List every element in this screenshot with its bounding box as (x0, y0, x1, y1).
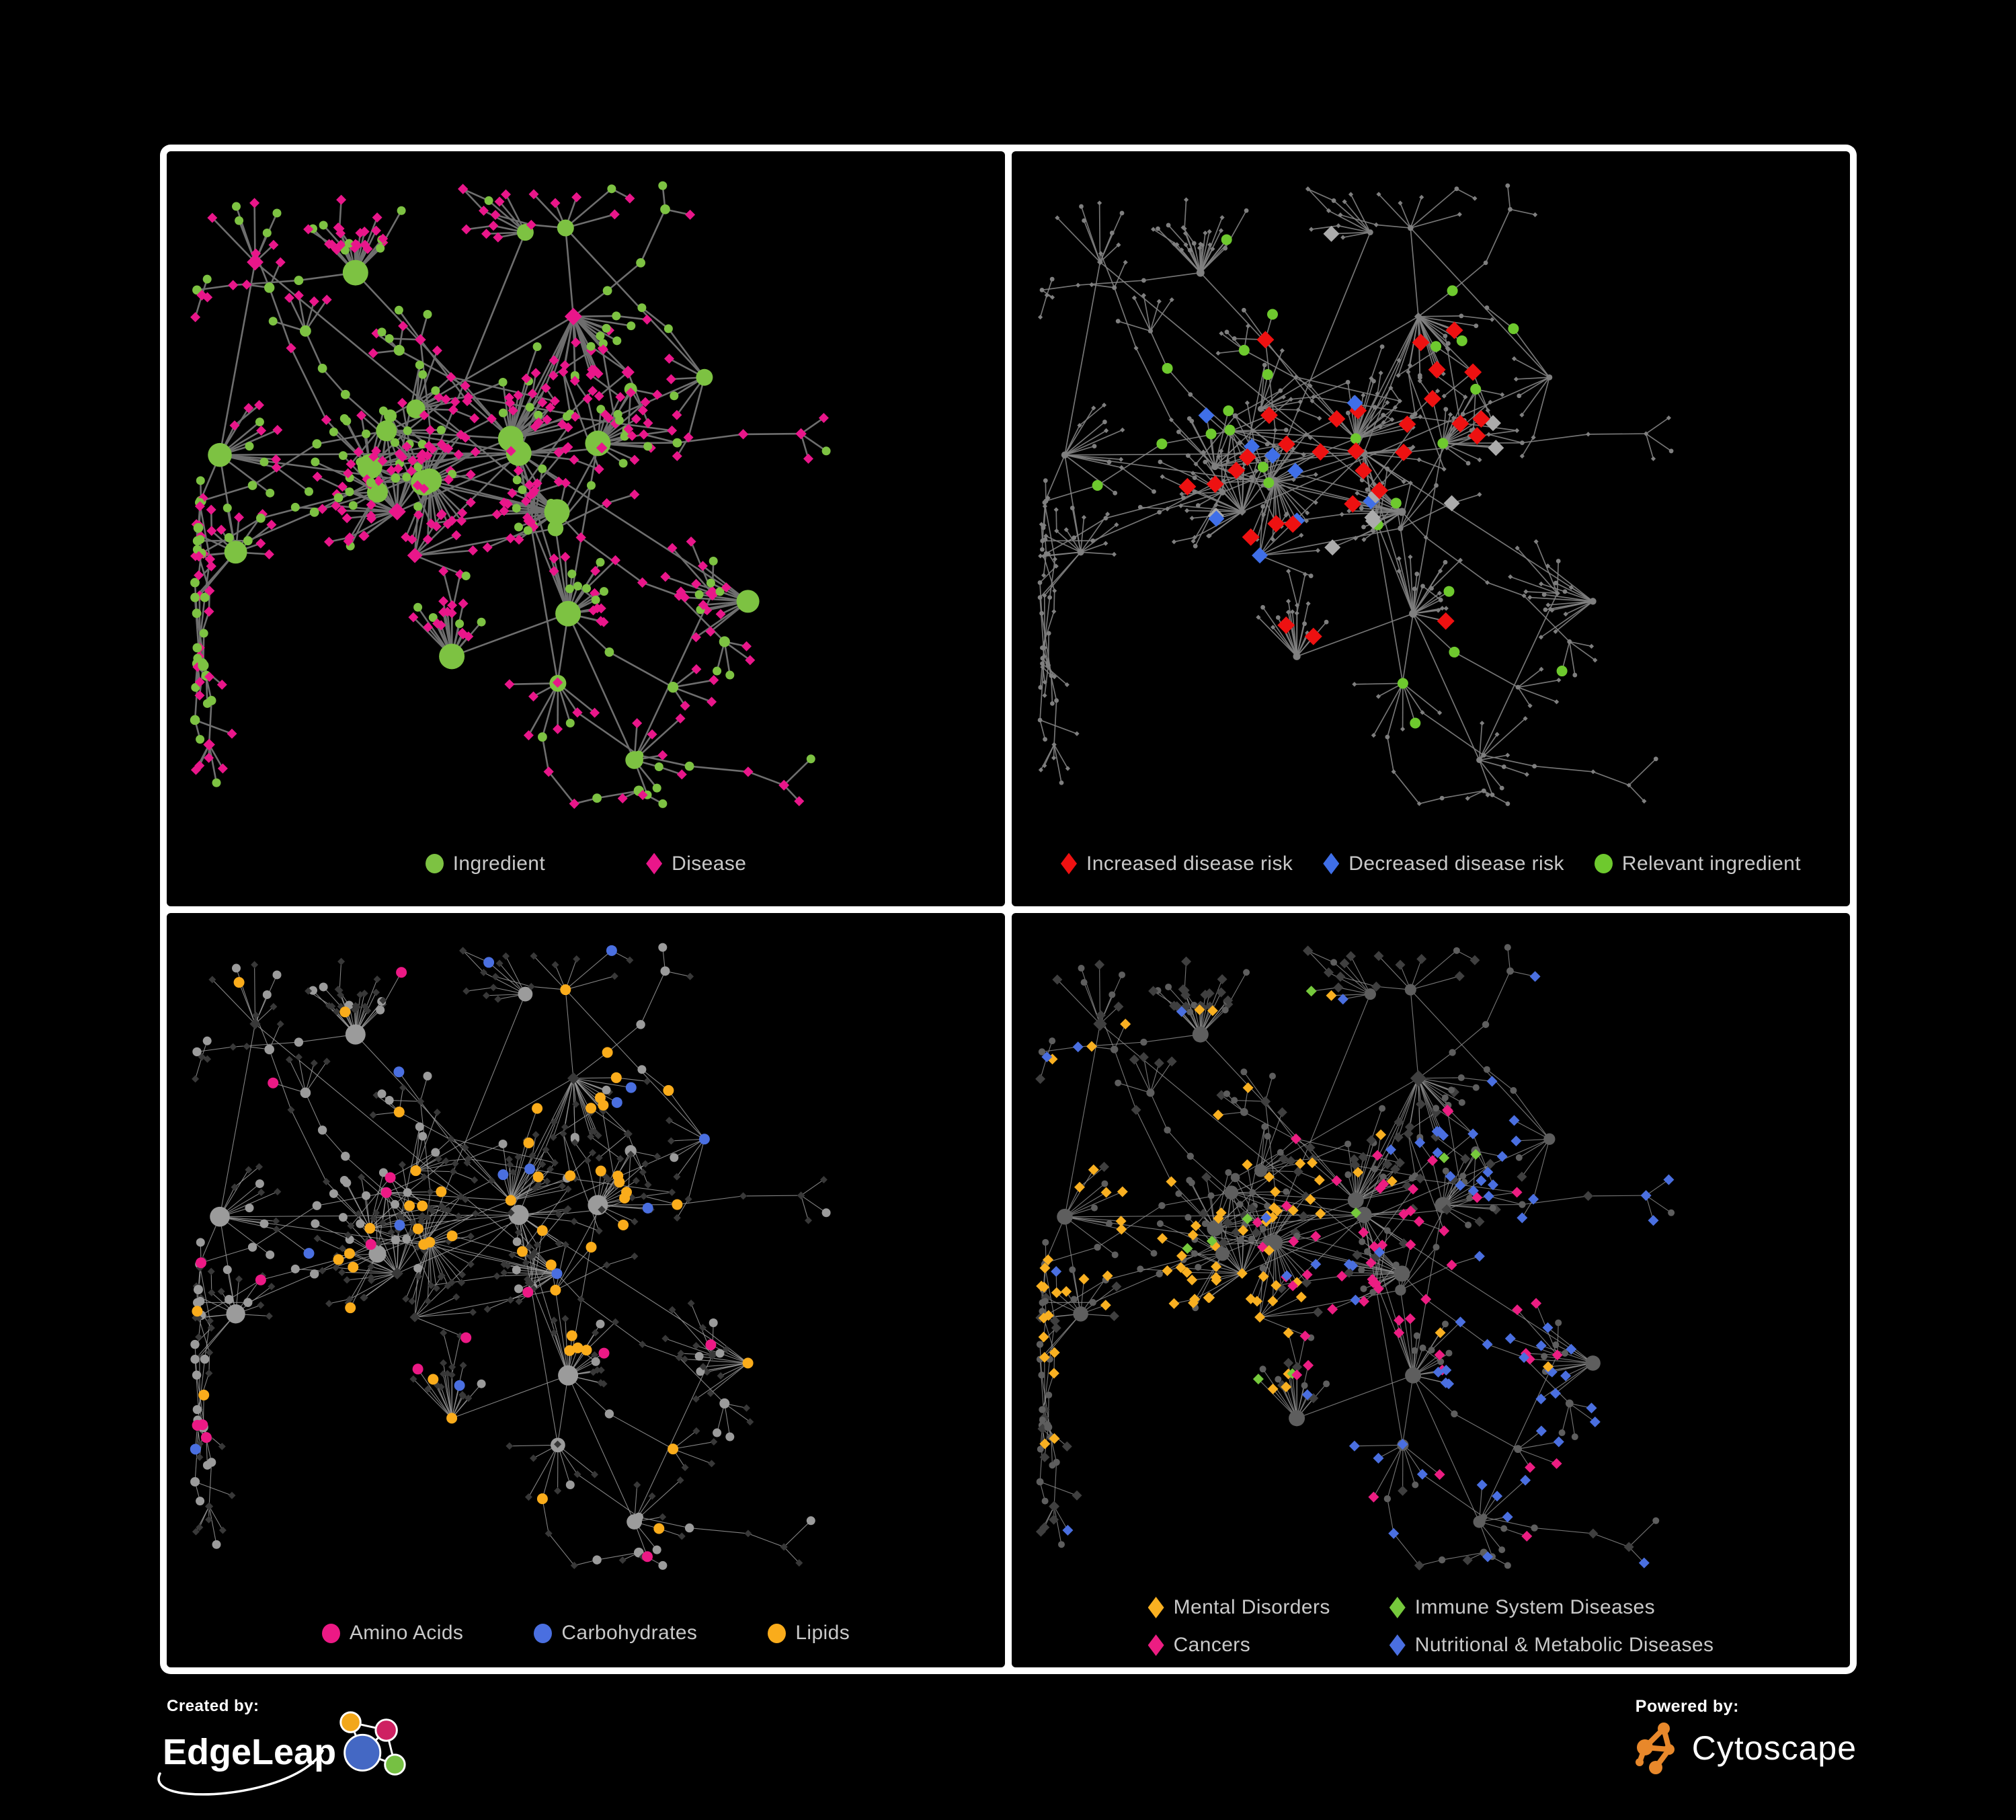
disease-category-network-graph (1035, 943, 1675, 1571)
legend-label: Increased disease risk (1086, 852, 1293, 875)
panel-disease-risk: Increased disease risk Decreased disease… (1012, 151, 1850, 906)
created-by-label: Created by: (167, 1697, 259, 1715)
legend-item-carbohydrates: Carbohydrates (534, 1622, 697, 1645)
legend-item-decreased-risk: Decreased disease risk (1323, 853, 1564, 875)
legend-item-ingredient: Ingredient (425, 852, 546, 875)
ingredient-marker-icon (425, 854, 444, 873)
relevant-ingredient-marker-icon (1594, 854, 1613, 873)
nutrient-class-network-graph (190, 943, 831, 1570)
legend-label: Carbohydrates (561, 1622, 698, 1644)
increased-risk-marker-icon (1061, 853, 1077, 875)
legend-label: Nutritional & Metabolic Diseases (1414, 1634, 1714, 1656)
legend-label: Immune System Diseases (1414, 1596, 1655, 1618)
cytoscape-logo-text: Cytoscape (1691, 1729, 1857, 1767)
legend-item-cancers: Cancers (1147, 1634, 1330, 1657)
nutritional-metabolic-marker-icon (1389, 1634, 1406, 1656)
ingredient-disease-network-graph (190, 181, 831, 809)
legend-label: Lipids (795, 1622, 850, 1644)
panel-nutrient-classes: Amino Acids Carbohydrates Lipids (167, 912, 1005, 1667)
legend-nutrient-classes: Amino Acids Carbohydrates Lipids (167, 1622, 1005, 1645)
immune-system-marker-icon (1389, 1597, 1406, 1618)
legend-label: Relevant ingredient (1621, 852, 1801, 875)
cancers-marker-icon (1147, 1634, 1164, 1656)
powered-by-label: Powered by: (1635, 1697, 1739, 1716)
panel-disease-categories: Mental Disorders Immune System Diseases … (1012, 912, 1850, 1667)
legend-label: Mental Disorders (1173, 1596, 1330, 1618)
legend-label: Amino Acids (349, 1622, 464, 1644)
cytoscape-brand-block: Powered by: Cytoscape (1635, 1697, 1857, 1777)
legend-label: Decreased disease risk (1348, 852, 1564, 875)
edgeleap-network-icon (339, 1711, 406, 1776)
disease-marker-icon (646, 853, 663, 875)
disease-risk-network-graph (1037, 183, 1674, 806)
mental-disorders-marker-icon (1147, 1597, 1164, 1618)
legend-item-mental-disorders: Mental Disorders (1147, 1596, 1330, 1619)
legend-item-disease: Disease (646, 853, 746, 875)
legend-item-relevant-ingredient: Relevant ingredient (1594, 852, 1801, 875)
decreased-risk-marker-icon (1323, 853, 1340, 875)
legend-item-nutritional-metabolic-diseases: Nutritional & Metabolic Diseases (1389, 1634, 1714, 1657)
legend-item-amino-acids: Amino Acids (321, 1622, 464, 1645)
carbohydrates-marker-icon (534, 1623, 553, 1643)
amino-acids-marker-icon (321, 1623, 340, 1643)
legend-item-increased-risk: Increased disease risk (1061, 853, 1293, 875)
legend-label: Cancers (1173, 1634, 1251, 1656)
legend-disease-categories: Mental Disorders Immune System Diseases … (1012, 1596, 1850, 1657)
lipids-marker-icon (768, 1623, 787, 1643)
legend-item-lipids: Lipids (768, 1622, 850, 1645)
legend-label: Ingredient (452, 852, 546, 875)
edgeleap-brand-block: Created by: EdgeLeap (157, 1697, 411, 1796)
cytoscape-molecule-icon (1635, 1723, 1675, 1774)
footer-branding: Created by: EdgeLeap (157, 1697, 1857, 1805)
legend-label: Disease (672, 852, 747, 875)
network-panel-grid: Ingredient Disease Increased disease ris… (160, 145, 1857, 1674)
legend-item-immune-system-diseases: Immune System Diseases (1389, 1596, 1714, 1619)
edgeleap-logo-text: EdgeLeap (163, 1732, 337, 1772)
legend-disease-risk: Increased disease risk Decreased disease… (1012, 853, 1850, 875)
legend-ingredient-disease: Ingredient Disease (167, 853, 1005, 875)
panel-ingredient-disease: Ingredient Disease (167, 151, 1005, 906)
